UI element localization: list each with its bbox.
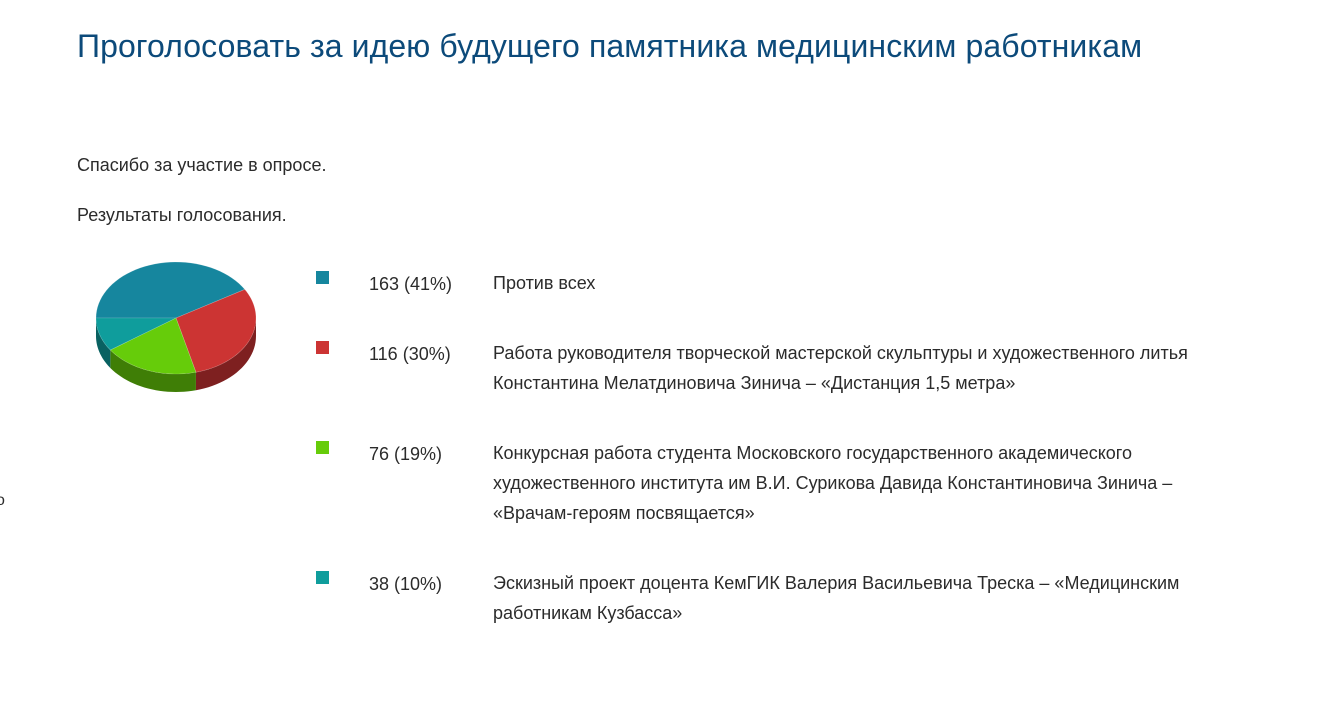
legend-swatch [316, 341, 329, 354]
results-heading: Результаты голосования. [77, 205, 287, 225]
option-label: Против всех [493, 273, 596, 293]
legend-swatch [316, 441, 329, 454]
legend-swatch [316, 571, 329, 584]
pie-slice-3 [95, 317, 177, 351]
pie-slice-side-3 [96, 318, 111, 368]
clipped-edge-text: о [0, 492, 5, 509]
pie-slice-2 [109, 317, 197, 375]
option-label: Эскизный проект доцента КемГИК Валерия В… [493, 573, 1180, 623]
option-label: Конкурсная работа студента Московского г… [493, 443, 1173, 523]
pie-slice-1 [175, 289, 257, 373]
vote-count: 38 (10%) [369, 574, 443, 594]
thanks-message: Спасибо за участие в опросе. [77, 155, 327, 175]
pie-slice-0 [95, 262, 246, 319]
pie-slice-side-1 [195, 318, 256, 391]
option-label: Работа руководителя творческой мастерско… [493, 343, 1188, 393]
results-pie-chart [95, 262, 257, 392]
legend-swatch [316, 271, 329, 284]
pie-slice-side-2 [110, 349, 196, 392]
vote-count: 163 (41%) [369, 274, 453, 294]
page-title: Проголосовать за идею будущего памятника… [77, 28, 1143, 64]
vote-count: 116 (30%) [369, 344, 451, 364]
vote-count: 76 (19%) [369, 444, 443, 464]
